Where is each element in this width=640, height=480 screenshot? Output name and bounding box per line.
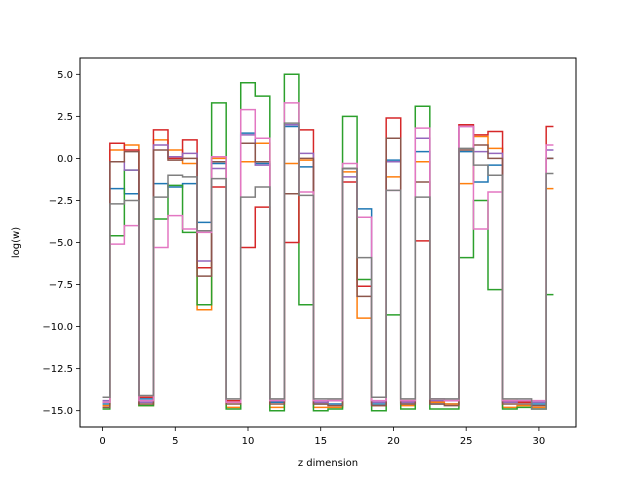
series-line-7: [102, 102, 554, 404]
y-tick-label: −2.5: [49, 196, 73, 207]
x-tick-label: 10: [242, 436, 255, 447]
x-tick-label: 20: [387, 436, 400, 447]
y-tick-label: −10.0: [42, 322, 73, 333]
y-tick-label: −7.5: [49, 280, 73, 291]
x-tick-label: 25: [460, 436, 473, 447]
x-axis-title: z dimension: [298, 458, 358, 469]
series-line-5: [102, 124, 554, 404]
x-tick-label: 0: [99, 436, 105, 447]
y-tick-label: −5.0: [49, 238, 73, 249]
x-tick-label: 5: [172, 436, 178, 447]
x-tick-label: 30: [533, 436, 546, 447]
y-ticks: 5.0 2.5 0.0 −2.5 −5.0 −7.5 −10.0 −12.5 −15.0: [42, 70, 80, 417]
y-axis-title: log(w): [11, 227, 22, 258]
series-line-8: [102, 122, 554, 410]
series-line-2: [102, 135, 554, 409]
x-ticks: 0 5 10 15 20 25 30: [99, 427, 545, 447]
x-tick-label: 15: [314, 436, 327, 447]
series-line-3: [102, 73, 554, 412]
y-tick-label: −15.0: [42, 406, 73, 417]
series-layer: [102, 73, 554, 412]
y-tick-label: −12.5: [42, 364, 73, 375]
y-tick-label: 2.5: [57, 112, 73, 123]
y-tick-label: 5.0: [57, 70, 73, 81]
y-tick-label: 0.0: [57, 154, 73, 165]
